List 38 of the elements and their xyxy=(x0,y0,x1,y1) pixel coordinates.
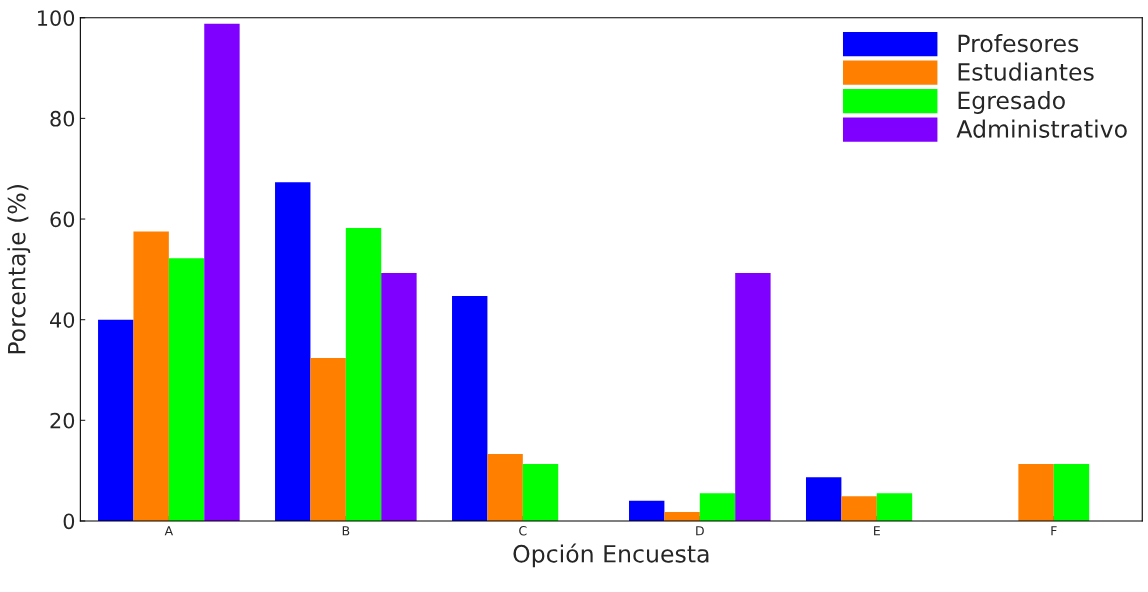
bar xyxy=(805,477,842,521)
x-axis-title: Opción Encuesta xyxy=(513,543,709,568)
bar xyxy=(133,231,169,521)
y-tick-label: 40 xyxy=(50,312,75,328)
bar xyxy=(275,182,311,521)
bar xyxy=(1053,464,1090,521)
bar xyxy=(381,272,417,521)
bar xyxy=(98,319,134,521)
bar xyxy=(841,496,877,521)
bar xyxy=(522,464,559,521)
x-tick-label: F xyxy=(1051,526,1057,536)
bar xyxy=(629,500,665,521)
x-tick-label: D xyxy=(696,526,704,536)
legend-label: Egresado xyxy=(958,91,1065,114)
x-tick-label: B xyxy=(342,526,350,536)
y-tick-label: 100 xyxy=(38,10,75,26)
bar xyxy=(487,454,523,521)
y-tick-label: 0 xyxy=(63,513,75,530)
legend-label: Administrativo xyxy=(956,119,1127,138)
y-tick-label: 20 xyxy=(50,412,75,429)
legend-label: Estudiantes xyxy=(958,62,1094,81)
bar xyxy=(1018,464,1054,521)
x-tick-label: E xyxy=(874,526,880,536)
bar xyxy=(876,493,913,521)
bar xyxy=(452,296,488,521)
bar xyxy=(168,258,205,521)
bar xyxy=(204,23,240,521)
y-axis-title: Porcentaje (%) xyxy=(7,185,31,354)
bar xyxy=(735,272,771,521)
y-tick-label: 60 xyxy=(50,211,75,228)
x-tick-label: A xyxy=(164,526,174,536)
x-tick-label: C xyxy=(519,526,527,536)
bar xyxy=(699,493,736,521)
y-tick-label: 80 xyxy=(50,110,75,127)
bar xyxy=(310,357,346,521)
bar xyxy=(664,511,700,521)
bar xyxy=(345,228,382,521)
legend-label: Profesores xyxy=(958,34,1079,53)
